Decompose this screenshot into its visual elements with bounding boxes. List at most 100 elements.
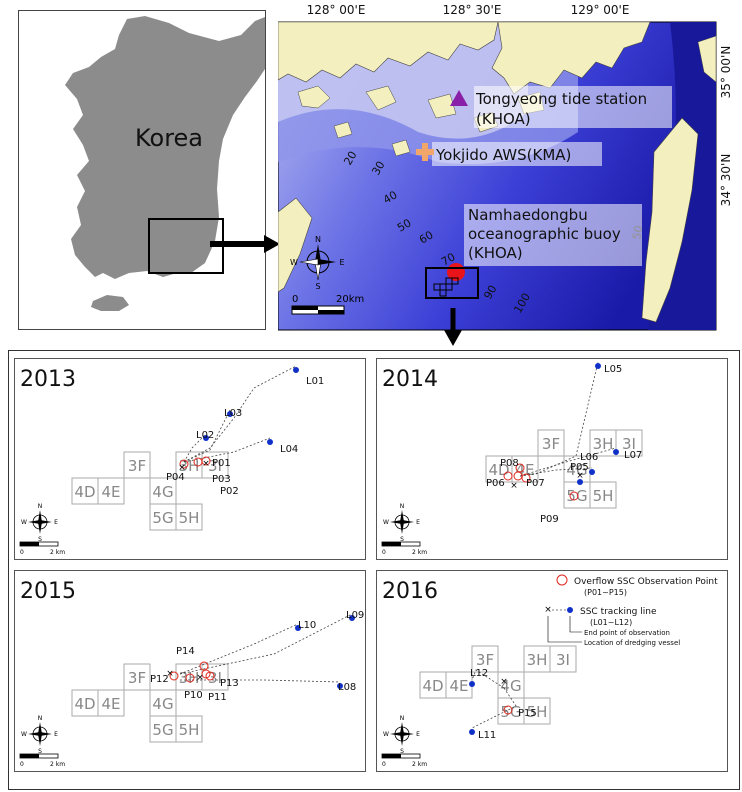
block-label-3I: 3I	[208, 457, 222, 475]
legend-overflow-label: Overflow SSC Observation Point	[574, 577, 718, 587]
scale-end: 2 km	[50, 549, 65, 556]
line-label: L08	[338, 682, 356, 693]
point-label: P14	[176, 646, 195, 657]
block-label-5H: 5H	[179, 721, 200, 739]
aws-station-label: Yokjido AWS(KMA)	[435, 146, 571, 164]
block-3I	[201, 451, 229, 479]
block-label-3H: 3H	[593, 435, 614, 453]
block-3I	[615, 429, 643, 457]
compass-s: S	[38, 748, 42, 755]
overflow-observation-point	[185, 673, 195, 683]
dredging-vessel-mark: ×	[510, 481, 518, 491]
block-3I	[549, 645, 577, 673]
mainland-coast	[277, 21, 499, 83]
compass-needle-s	[38, 734, 42, 746]
point-label: P09	[540, 514, 559, 525]
compass-needle-s	[400, 734, 404, 746]
line-label: L07	[624, 450, 642, 461]
block-label-4E: 4E	[101, 695, 120, 713]
tsushima-island	[641, 117, 699, 323]
lon-label-2: 128° 30'E	[443, 3, 502, 17]
compass-needle-s	[400, 522, 404, 534]
scale-bar: 0 20km	[291, 294, 364, 315]
overflow-observation-point	[205, 671, 215, 681]
block-5H	[523, 697, 551, 725]
compass-w: W	[21, 519, 27, 526]
tracking-end-point	[227, 411, 233, 417]
block-label-3I: 3I	[556, 651, 570, 669]
block-label-5H: 5H	[179, 509, 200, 527]
block-label-5H: 5H	[593, 487, 614, 505]
scale-end: 2 km	[50, 761, 65, 768]
compass-n: N	[400, 503, 405, 510]
overflow-observation-point	[201, 456, 211, 466]
panel-border	[376, 570, 728, 772]
tide-station-label: Tongyeong tide station	[475, 90, 647, 108]
overflow-observation-point	[521, 473, 531, 483]
block-label-4G: 4G	[566, 461, 587, 479]
block-label-3F: 3F	[128, 457, 146, 475]
lon-label-1: 128° 00'E	[307, 3, 366, 17]
point-label: P07	[526, 478, 545, 489]
legend-track-dot	[567, 607, 573, 613]
dredging-vessel-mark: ×	[576, 471, 584, 481]
compass-e: E	[54, 519, 58, 526]
scale-end: 2 km	[412, 761, 427, 768]
overflow-observation-point	[515, 463, 525, 473]
dredging-vessel-mark: ×	[202, 459, 210, 469]
block-label-3I: 3I	[208, 669, 222, 687]
dredging-vessel-mark: ×	[196, 673, 204, 683]
tracking-end-point	[295, 625, 301, 631]
lat-label-2: 34° 30'N	[719, 154, 733, 207]
line-label: L11	[478, 730, 496, 741]
arrow-down	[444, 308, 462, 346]
point-label: P08	[500, 458, 519, 469]
tracking-end-point	[577, 479, 583, 485]
line-label: L10	[298, 620, 316, 631]
block-5H	[175, 715, 203, 743]
block-3F	[537, 429, 565, 457]
compass-needle-w	[390, 732, 402, 736]
tracking-line	[179, 623, 299, 675]
tracking-line	[519, 467, 593, 477]
line-label: L05	[604, 364, 622, 375]
compass-needle-e	[402, 732, 414, 736]
scale-start: 0	[20, 549, 24, 556]
point-label: P03	[212, 474, 231, 485]
panel-year: 2013	[20, 367, 76, 392]
block-label-5G: 5G	[152, 721, 173, 739]
panel-year: 2014	[382, 367, 438, 392]
line-label: L02	[196, 430, 214, 441]
block-4E	[97, 689, 125, 717]
dredging-site-box	[425, 267, 479, 299]
block-label-5G: 5G	[500, 703, 521, 721]
compass-needle-w	[390, 520, 402, 524]
sea-map-panel: 128° 00'E 128° 30'E 129° 00'E 35° 00'N 3…	[277, 0, 742, 332]
compass-needle-s	[38, 522, 42, 534]
dredging-vessel-mark: ×	[178, 463, 186, 473]
compass-rose: N S W E	[290, 235, 344, 291]
tracking-end-point	[613, 449, 619, 455]
compass-needle-e	[40, 732, 52, 736]
scale-bar-fill	[382, 754, 401, 758]
compass-w: W	[383, 731, 389, 738]
compass-n: N	[400, 715, 405, 722]
line-label: L09	[346, 610, 364, 621]
tracking-line	[183, 433, 207, 463]
point-label: P04	[166, 472, 185, 483]
block-5H	[175, 503, 203, 531]
compass-needle-w	[28, 732, 40, 736]
block-label-4G: 4G	[500, 677, 521, 695]
korea-land	[65, 16, 265, 279]
line-label: L03	[224, 408, 242, 419]
depth-label-30: 30	[369, 159, 387, 178]
tracking-line	[183, 409, 231, 463]
scale-bar-fill	[20, 754, 39, 758]
block-label-4G: 4G	[152, 483, 173, 501]
scale-start: 0	[20, 761, 24, 768]
korea-label: Korea	[135, 124, 203, 152]
tracking-end-point	[337, 683, 343, 689]
tracking-line	[519, 447, 617, 477]
panel-2015: 2015 3F 3H 3I 4D 4E 4G 5G 5H L08 L09 L10 × × P10 P11 P12…	[14, 570, 366, 772]
